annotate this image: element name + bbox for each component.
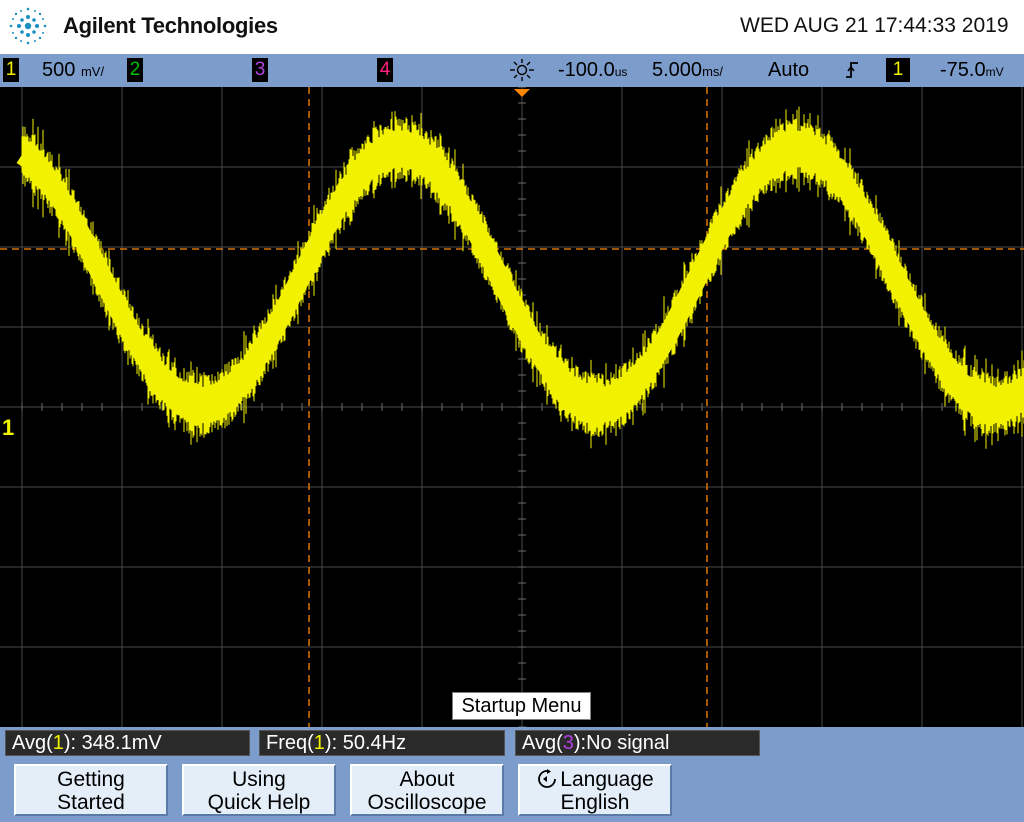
rotate-knob-icon (538, 769, 557, 788)
time-scale[interactable]: 5.000ms/ (652, 59, 724, 81)
channel-3-badge[interactable]: 3 (252, 58, 268, 82)
waveform-display[interactable]: 1 (0, 87, 1024, 727)
agilent-spark-icon (9, 7, 47, 45)
channel-1-badge[interactable]: 1 (3, 58, 19, 82)
brand-name: Agilent Technologies (63, 13, 278, 38)
language-button[interactable]: Language English (518, 764, 672, 816)
using-quick-help-button[interactable]: Using Quick Help (182, 764, 336, 816)
startup-menu-title: Startup Menu (452, 692, 591, 720)
horizontal-delay[interactable]: -100.0us (558, 59, 628, 81)
trigger-level[interactable]: -75.0mV (940, 59, 1004, 81)
status-bar: 1 500 mV/ 2 3 4 -100.0us 5.000ms/ Auto 1… (0, 54, 1024, 87)
measurement-avg-ch1[interactable]: Avg(1): 348.1mV (5, 730, 250, 756)
measurement-freq-ch1[interactable]: Freq(1): 50.4Hz (259, 730, 505, 756)
channel-1-scale[interactable]: 500 mV/ (42, 59, 105, 81)
trigger-mode[interactable]: Auto (768, 59, 810, 81)
rising-edge-icon (846, 62, 858, 78)
about-oscilloscope-button[interactable]: About Oscilloscope (350, 764, 504, 816)
channel-1-trace (14, 139, 1024, 415)
channel-4-badge[interactable]: 4 (377, 58, 393, 82)
trigger-source-badge[interactable]: 1 (886, 58, 910, 82)
trigger-position-marker[interactable] (514, 89, 530, 97)
header: Agilent Technologies WED AUG 21 17:44:33… (0, 0, 1024, 54)
timebase-sun-icon (510, 59, 534, 81)
graticule (0, 87, 1024, 727)
measurement-avg-ch3[interactable]: Avg(3):No signal (515, 730, 760, 756)
channel-2-badge[interactable]: 2 (127, 58, 143, 82)
channel-1-ground-marker[interactable]: 1 (2, 415, 15, 440)
date-time: WED AUG 21 17:44:33 2019 (740, 14, 1009, 37)
getting-started-button[interactable]: Getting Started (14, 764, 168, 816)
bottom-bar: Avg(1): 348.1mV Freq(1): 50.4Hz Avg(3):N… (0, 727, 1024, 822)
